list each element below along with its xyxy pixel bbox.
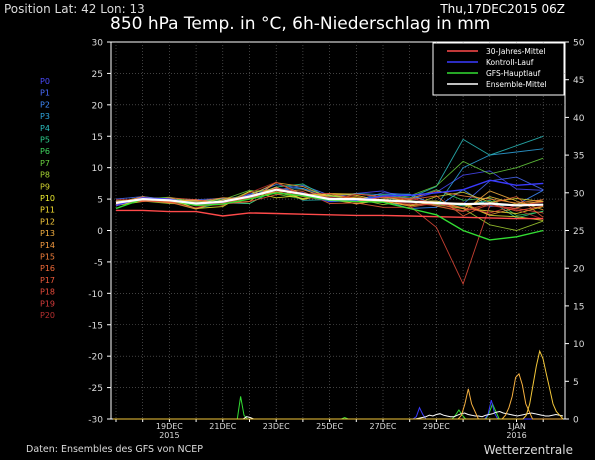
member-label-p11: P11	[40, 206, 55, 215]
y-right-tick-label: 20	[573, 265, 585, 275]
precip-line	[113, 399, 563, 420]
y-left-tick-label: 30	[92, 39, 104, 49]
y-right-tick-label: 45	[573, 76, 584, 86]
member-label-p19: P19	[40, 299, 55, 308]
y-left-tick-label: 20	[92, 101, 104, 111]
member-label-p3: P3	[40, 112, 50, 121]
member-label-p15: P15	[40, 253, 55, 262]
y-right-tick-label: 10	[573, 340, 585, 350]
legend-label: Ensemble-Mittel	[486, 80, 547, 89]
y-right-tick-label: 15	[573, 302, 584, 312]
member-label-p5: P5	[40, 136, 50, 145]
brand-label: Wetterzentrale	[483, 443, 573, 457]
x-tick-label: 27DEC	[370, 422, 397, 431]
member-label-p13: P13	[40, 229, 55, 238]
member-label-p8: P8	[40, 171, 50, 180]
y-left-tick-label: -25	[88, 384, 103, 394]
y-right-tick-label: 35	[573, 152, 584, 162]
legend: 30-Jahres-Mittel Kontroll-Lauf GFS-Hauptla…	[432, 42, 565, 96]
y-left-tick-label: 15	[92, 133, 103, 143]
series-line	[115, 188, 544, 207]
precip-line	[113, 349, 564, 420]
y-left-tick-label: -30	[88, 416, 103, 426]
member-label-p2: P2	[40, 100, 50, 109]
legend-label: GFS-Hauptlauf	[486, 69, 541, 78]
member-labels: P0 P1 P2 P3 P4 P5 P6 P7 P8 P9 P10 P11 P12 P13 P14 P15 P1…	[40, 77, 55, 320]
x-tick-label: 23DEC	[263, 422, 290, 431]
member-label-p18: P18	[40, 288, 55, 297]
member-label-p7: P7	[40, 159, 50, 168]
legend-label: 30-Jahres-Mittel	[486, 47, 546, 56]
y-right-tick-label: 30	[573, 189, 585, 199]
member-label-p14: P14	[40, 241, 55, 250]
plot-frame	[110, 41, 566, 420]
x-tick-year-label: 2015	[159, 431, 179, 440]
member-line-p18	[115, 187, 544, 286]
x-tick-label: 25DEC	[316, 422, 343, 431]
y-left-tick-label: -20	[88, 353, 103, 363]
member-label-p10: P10	[40, 194, 55, 203]
y-right-tick-label: 5	[573, 378, 579, 388]
run-date: Thu,17DEC2015 06Z	[440, 2, 565, 16]
y-right-tick-label: 25	[573, 227, 584, 237]
grid	[111, 42, 565, 419]
member-label-p12: P12	[40, 217, 55, 226]
member-label-p17: P17	[40, 276, 55, 285]
y-left-tick-label: -15	[88, 321, 103, 331]
member-label-p9: P9	[40, 182, 50, 191]
main-series-lines	[115, 179, 544, 241]
member-label-p6: P6	[40, 147, 50, 156]
y-right-tick-label: 50	[573, 39, 585, 49]
member-line-p14	[115, 189, 544, 216]
series-line	[115, 192, 544, 241]
y-axis-left: -30 -25 -20 -15 -10 -5 0 5 10 15 20 25 30	[88, 39, 111, 426]
member-line-p17	[116, 191, 544, 212]
series-line	[116, 209, 544, 220]
x-tick-label: 21DEC	[209, 422, 236, 431]
legend-label: Kontroll-Lauf	[486, 58, 534, 67]
x-tick-label: 1JAN	[507, 422, 526, 431]
member-label-p1: P1	[40, 89, 50, 98]
x-tick-year-label: 2016	[506, 431, 526, 440]
y-right-tick-label: 0	[573, 416, 579, 426]
y-right-tick-label: 40	[573, 114, 585, 124]
y-left-tick-label: 25	[92, 70, 103, 80]
data-credit: Daten: Ensembles des GFS von NCEP	[26, 444, 204, 455]
member-label-p0: P0	[40, 77, 50, 86]
x-tick-label: 29DEC	[423, 422, 450, 431]
y-left-tick-label: 0	[97, 227, 103, 237]
y-left-tick-label: -10	[88, 290, 103, 300]
member-label-p4: P4	[40, 124, 50, 133]
y-left-tick-label: -5	[94, 258, 103, 268]
precipitation-lines	[113, 349, 564, 420]
y-left-tick-label: 10	[92, 164, 104, 174]
position-header: Position Lat: 42 Lon: 13	[4, 2, 145, 16]
y-axis-right: 0 5 10 15 20 25 30 35 40 45 50	[565, 39, 585, 426]
chart-title: 850 hPa Temp. in °C, 6h-Niederschlag in …	[110, 14, 491, 34]
y-left-tick-label: 5	[97, 196, 103, 206]
x-tick-label: 19DEC	[156, 422, 183, 431]
member-label-p20: P20	[40, 311, 55, 320]
member-label-p16: P16	[40, 264, 55, 273]
